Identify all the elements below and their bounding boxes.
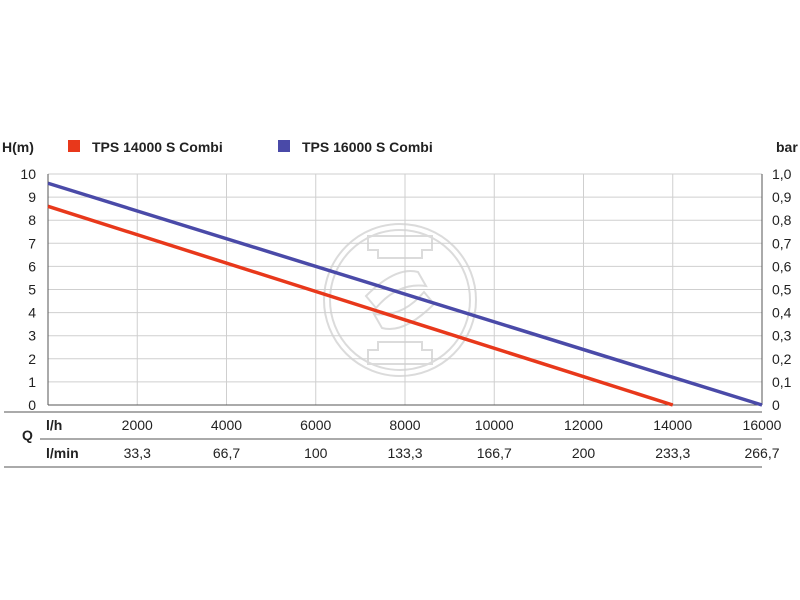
y-tick-right: 1,0 [772, 166, 792, 182]
y-tick-right: 0,4 [772, 305, 792, 321]
y-tick-left: 3 [28, 328, 36, 344]
x-tick-secondary: 66,7 [213, 445, 240, 461]
x-tick-secondary: 200 [572, 445, 596, 461]
y-tick-left: 8 [28, 212, 36, 228]
legend-label-tps-14000: TPS 14000 S Combi [92, 139, 223, 155]
x-tick-primary: 12000 [564, 417, 603, 433]
axes [4, 174, 763, 468]
watermark-seal-icon [323, 223, 477, 377]
legend-swatch-tps-16000 [278, 140, 290, 152]
x-tick-secondary: 100 [304, 445, 328, 461]
x-tick-secondary: 233,3 [655, 445, 690, 461]
y-tick-right: 0,8 [772, 212, 792, 228]
y-tick-left: 0 [28, 397, 36, 413]
x-tick-secondary: 166,7 [477, 445, 512, 461]
y-tick-left: 6 [28, 258, 36, 274]
x-tick-primary: 2000 [122, 417, 153, 433]
x-axis-label: Q [22, 427, 33, 443]
y-tick-left: 9 [28, 189, 36, 205]
x-tick-primary: 6000 [300, 417, 331, 433]
y-tick-right: 0,2 [772, 351, 792, 367]
x-unit-primary-label: l/h [46, 417, 62, 433]
series-line-tps-16000 [47, 181, 763, 407]
y-tick-left: 10 [20, 166, 36, 182]
y-tick-right: 0,1 [772, 374, 792, 390]
x-tick-primary: 10000 [475, 417, 514, 433]
x-tick-primary: 4000 [211, 417, 242, 433]
y-tick-left: 5 [28, 282, 36, 298]
x-tick-secondary: 133,3 [387, 445, 422, 461]
x-tick-secondary: 266,7 [744, 445, 779, 461]
legend-label-tps-16000: TPS 16000 S Combi [302, 139, 433, 155]
x-tick-primary: 8000 [389, 417, 420, 433]
series-line-tps-14000 [47, 204, 674, 407]
y-tick-left: 2 [28, 351, 36, 367]
y-tick-left: 7 [28, 235, 36, 251]
y-tick-right: 0,7 [772, 235, 792, 251]
ticks-layer: 01234567891000,10,20,30,40,50,60,70,80,9… [20, 166, 791, 461]
y-axis-left-label: H(m) [2, 139, 34, 155]
y-tick-left: 1 [28, 374, 36, 390]
y-tick-right: 0,9 [772, 189, 792, 205]
x-unit-secondary-label: l/min [46, 445, 79, 461]
y-axis-right-label: bar [776, 139, 798, 155]
y-tick-right: 0 [772, 397, 780, 413]
x-tick-primary: 14000 [653, 417, 692, 433]
y-tick-left: 4 [28, 305, 36, 321]
y-tick-right: 0,5 [772, 282, 792, 298]
y-tick-right: 0,6 [772, 258, 792, 274]
y-tick-right: 0,3 [772, 328, 792, 344]
series-layer [47, 181, 763, 407]
x-tick-primary: 16000 [743, 417, 782, 433]
x-tick-secondary: 33,3 [124, 445, 151, 461]
legend-swatch-tps-14000 [68, 140, 80, 152]
legend: TPS 14000 S Combi TPS 16000 S Combi [68, 139, 433, 155]
